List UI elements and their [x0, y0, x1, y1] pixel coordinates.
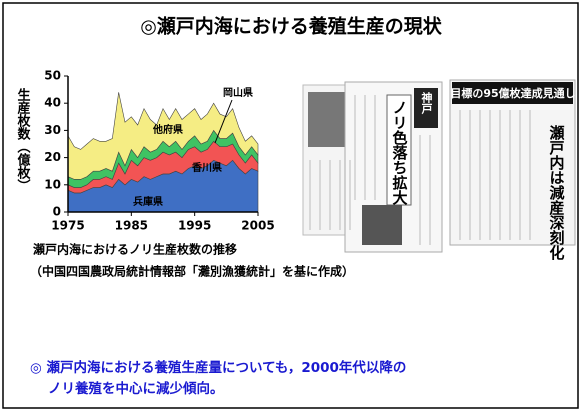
note: ◎ 瀬戸内海における養殖生産量についても，2000年代以降の	[30, 359, 406, 376]
slide: ◎瀬戸内海における養殖生産の現状 生産枚数（億枚） ノリ色落ち拡大 神戸 目標の…	[0, 0, 582, 412]
headline: 瀬戸内は減産深刻化	[548, 124, 566, 260]
y-tick-label: 0	[53, 205, 61, 219]
x-tick-label: 1995	[178, 219, 211, 233]
y-tick-label: 20	[44, 150, 61, 164]
caption-source: （中国四国農政局統計情報部「灘別漁獲統計」を基に作成）	[30, 264, 354, 279]
slide-title: ◎瀬戸内海における養殖生産の現状	[140, 15, 443, 38]
y-tick-label: 30	[44, 123, 61, 137]
series-label: 岡山県	[223, 86, 253, 99]
caption: 瀬戸内海におけるノリ生産枚数の推移	[32, 242, 237, 257]
x-tick-label: 1975	[51, 219, 84, 233]
headline: 目標の95億枚達成見通し	[450, 86, 575, 100]
note: ノリ養殖を中心に減少傾向。	[48, 380, 224, 397]
photo	[362, 205, 402, 245]
x-tick-label: 1985	[115, 219, 148, 233]
series-label: 兵庫県	[133, 195, 163, 208]
y-tick-label: 50	[44, 69, 61, 83]
newspaper-clippings: ノリ色落ち拡大 神戸 目標の95億枚達成見通し 瀬戸内は減産深刻化	[303, 80, 576, 260]
x-tick-label: 2005	[241, 219, 274, 233]
y-tick-label: 40	[44, 96, 61, 110]
paper-name: 神戸	[420, 91, 433, 115]
headline: ノリ色落ち拡大	[391, 100, 409, 206]
series-label: 香川県	[192, 161, 222, 174]
y-tick-label: 10	[44, 177, 61, 191]
series-label: 他府県	[152, 123, 183, 136]
y-axis-label: 生産枚数（億枚）	[15, 87, 32, 192]
